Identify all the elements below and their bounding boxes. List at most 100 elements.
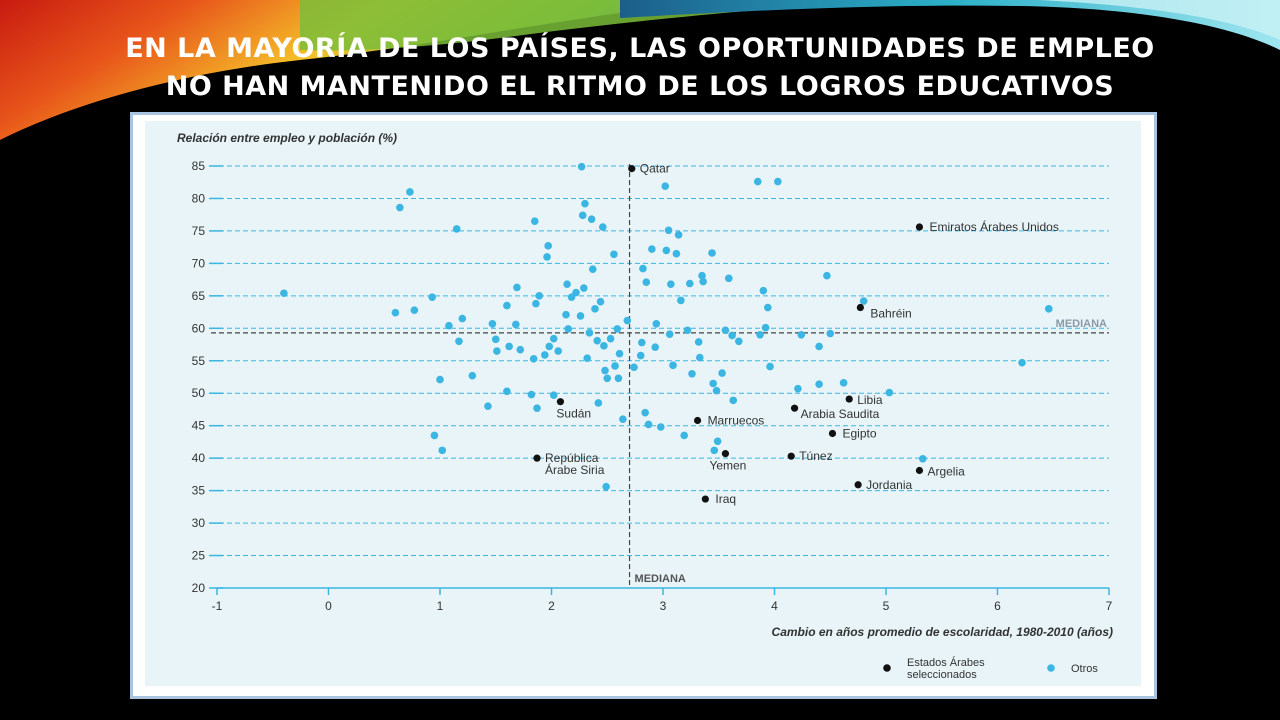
other-country-point — [396, 203, 404, 212]
other-country-point — [549, 391, 558, 399]
other-country-point — [554, 347, 562, 355]
other-country-point — [669, 361, 677, 370]
other-country-point — [562, 310, 570, 319]
y-tick-label: 55 — [192, 354, 206, 368]
other-country-point — [563, 280, 571, 288]
arab-state-point — [828, 429, 837, 438]
other-country-point — [564, 325, 573, 333]
other-country-point — [665, 330, 674, 338]
swoosh-light — [1040, 0, 1280, 40]
other-country-point — [593, 336, 602, 345]
swoosh-warm — [0, 0, 720, 140]
other-country-point — [615, 349, 624, 358]
other-country-point — [797, 331, 806, 339]
other-country-point — [484, 402, 492, 411]
other-country-point — [513, 283, 521, 292]
other-country-point — [759, 286, 768, 295]
point-label: Argelia — [927, 464, 965, 478]
other-country-point — [606, 334, 615, 343]
other-country-point — [503, 387, 511, 396]
point-label: Yemen — [709, 459, 746, 473]
point-label: Túnez — [799, 449, 832, 463]
scatter-chart: Relación entre empleo y población (%)202… — [177, 131, 1113, 681]
other-country-point — [641, 408, 649, 417]
y-tick-label: 20 — [192, 581, 206, 595]
other-country-point — [613, 325, 622, 333]
other-country-point — [585, 329, 594, 337]
other-country-point — [764, 303, 772, 312]
other-country-point — [656, 423, 665, 431]
other-country-point — [458, 314, 467, 323]
x-tick-label: 1 — [437, 599, 444, 613]
other-country-point — [638, 338, 646, 347]
point-label: Sudán — [556, 407, 591, 421]
y-tick-label: 25 — [192, 549, 206, 563]
point-label: Qatar — [640, 162, 670, 176]
other-country-point — [580, 284, 588, 292]
other-country-point — [530, 217, 539, 225]
other-country-point — [583, 354, 591, 362]
point-label: Marruecos — [708, 413, 765, 427]
other-country-point — [685, 279, 694, 288]
other-country-point — [662, 246, 671, 255]
other-country-point — [859, 297, 868, 305]
point-label: Árabe Siria — [545, 462, 605, 477]
other-country-point — [452, 225, 461, 233]
point-label: Emiratos Árabes Unidos — [929, 219, 1058, 234]
other-country-point — [581, 199, 589, 208]
point-label: Arabia Saudita — [801, 407, 880, 421]
other-country-point — [576, 312, 585, 320]
point-label: República — [545, 451, 599, 465]
arab-state-point — [556, 398, 565, 406]
other-country-point — [623, 316, 632, 325]
other-country-point — [543, 253, 551, 261]
other-country-point — [578, 211, 587, 220]
other-country-point — [468, 371, 477, 380]
arab-state-point — [856, 303, 864, 312]
other-country-point — [826, 329, 835, 338]
other-country-point — [1044, 305, 1053, 313]
x-axis-title: Cambio en años promedio de escolaridad, … — [772, 625, 1113, 639]
other-country-point — [674, 231, 683, 239]
other-country-point — [544, 242, 552, 250]
other-country-point — [445, 321, 453, 330]
other-country-point — [815, 342, 823, 351]
other-country-point — [614, 374, 623, 383]
other-country-point — [766, 362, 774, 371]
other-country-point — [529, 355, 538, 363]
other-country-point — [598, 223, 607, 231]
x-tick-label: 0 — [325, 599, 332, 613]
median-x-label: MEDIANA — [635, 573, 686, 585]
other-country-point — [694, 338, 703, 346]
other-country-point — [698, 271, 706, 280]
other-country-point — [664, 226, 673, 235]
other-country-point — [815, 380, 823, 388]
other-country-point — [410, 306, 419, 314]
arab-state-point — [701, 495, 709, 503]
other-country-point — [721, 326, 730, 335]
x-tick-label: 3 — [660, 599, 667, 613]
arab-state-point — [693, 416, 702, 425]
other-country-point — [774, 177, 782, 186]
other-country-point — [505, 342, 513, 351]
chart-frame: Relación entre empleo y población (%) 20 2… — [130, 112, 1157, 699]
y-tick-label: 60 — [192, 321, 206, 335]
arab-state-point — [915, 466, 924, 475]
legend-label-others: Otros — [1071, 663, 1098, 675]
other-country-point — [406, 188, 414, 196]
other-country-point — [729, 396, 738, 405]
other-country-point — [549, 334, 558, 343]
arab-state-point — [533, 454, 541, 462]
other-country-point — [652, 319, 661, 328]
swoosh-green — [300, 0, 900, 51]
y-tick-label: 80 — [192, 191, 206, 205]
other-country-point — [651, 343, 659, 351]
other-country-point — [709, 379, 717, 388]
other-country-point — [596, 297, 605, 306]
y-tick-label: 35 — [192, 484, 206, 498]
other-country-point — [735, 337, 743, 346]
other-country-point — [577, 162, 586, 171]
other-country-point — [718, 369, 726, 377]
other-country-point — [712, 386, 721, 395]
other-country-point — [699, 277, 707, 286]
